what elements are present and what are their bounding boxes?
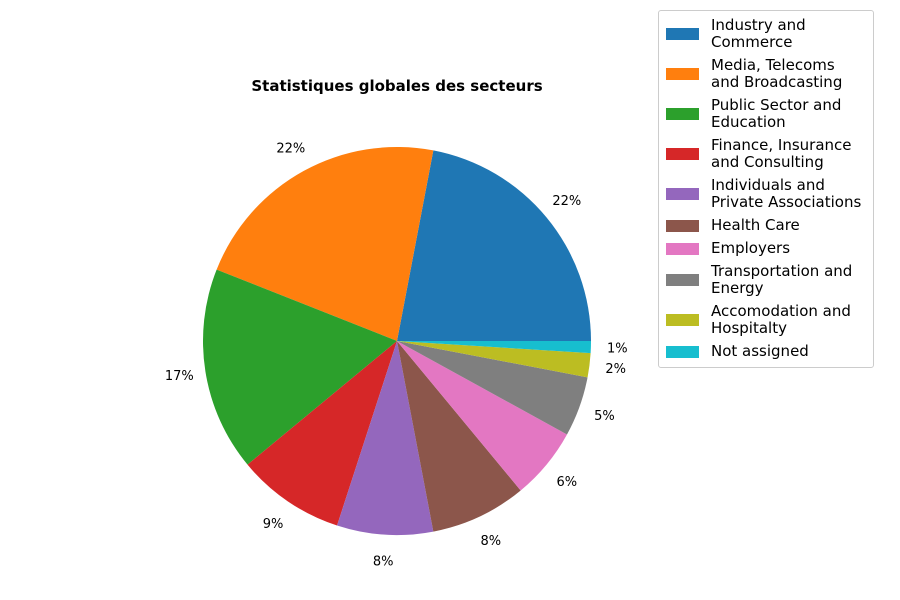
legend-label: Media, Telecoms and Broadcasting <box>711 56 843 91</box>
legend-item: Health Care <box>659 214 873 237</box>
pie-percent-labels: 22% 22% 17% 9% 8% 8% 6% 5% 2% 1% <box>165 141 628 569</box>
legend-item: Finance, Insurance and Consulting <box>659 134 873 174</box>
legend-item: Individuals and Private Associations <box>659 174 873 214</box>
legend-swatch <box>666 219 699 232</box>
legend-label: Transportation and Energy <box>711 262 853 297</box>
pie-slice-3 <box>247 341 397 526</box>
legend-swatch <box>666 242 699 255</box>
legend-swatch <box>666 148 699 160</box>
pie-percent-label-4: 8% <box>373 555 394 570</box>
legend-swatch <box>666 188 699 200</box>
legend-swatch <box>666 108 699 120</box>
pie-percent-label-3: 9% <box>263 517 284 532</box>
pie-percent-label-7: 5% <box>594 409 615 424</box>
legend-swatch <box>666 274 699 286</box>
legend-label: Individuals and Private Associations <box>711 176 862 211</box>
pie-percent-label-8: 2% <box>605 362 626 377</box>
legend-swatch <box>666 314 699 326</box>
legend-label: Industry and Commerce <box>711 16 806 51</box>
pie-slice-4 <box>337 341 434 536</box>
legend-label: Health Care <box>711 216 800 234</box>
pie-percent-label-6: 6% <box>556 475 577 490</box>
pie-percent-label-2: 17% <box>165 369 194 384</box>
legend-item: Media, Telecoms and Broadcasting <box>659 54 873 94</box>
legend-swatch <box>666 345 699 358</box>
pie-slice-7 <box>397 341 588 435</box>
legend-label: Accomodation and Hospitalty <box>711 302 851 337</box>
pie-slice-8 <box>397 341 591 378</box>
pie-slice-0 <box>397 150 591 341</box>
legend-item: Industry and Commerce <box>659 14 873 54</box>
pie-slice-6 <box>397 341 568 491</box>
pie-percent-label-1: 22% <box>276 141 305 156</box>
legend-swatch <box>666 28 699 40</box>
legend-swatch <box>666 68 699 80</box>
pie-slice-9 <box>397 341 591 354</box>
pie-percent-label-9: 1% <box>607 341 628 356</box>
chart-title: Statistiques globales des secteurs <box>251 77 542 95</box>
legend-label: Finance, Insurance and Consulting <box>711 136 852 171</box>
pie-slice-5 <box>397 341 521 532</box>
pie-percent-label-0: 22% <box>552 194 581 209</box>
legend-label: Public Sector and Education <box>711 96 842 131</box>
pie-slice-1 <box>216 147 434 341</box>
legend: Industry and Commerce Media, Telecoms and… <box>658 10 874 368</box>
legend-item: Employers <box>659 237 873 260</box>
legend-item: Not assigned <box>659 340 873 363</box>
legend-item: Public Sector and Education <box>659 94 873 134</box>
pie-slice-2 <box>203 269 397 465</box>
legend-item: Accomodation and Hospitalty <box>659 300 873 340</box>
pie-slices <box>203 147 591 536</box>
legend-label: Not assigned <box>711 342 809 360</box>
legend-item: Transportation and Energy <box>659 260 873 300</box>
legend-label: Employers <box>711 239 791 257</box>
pie-percent-label-5: 8% <box>480 534 501 549</box>
